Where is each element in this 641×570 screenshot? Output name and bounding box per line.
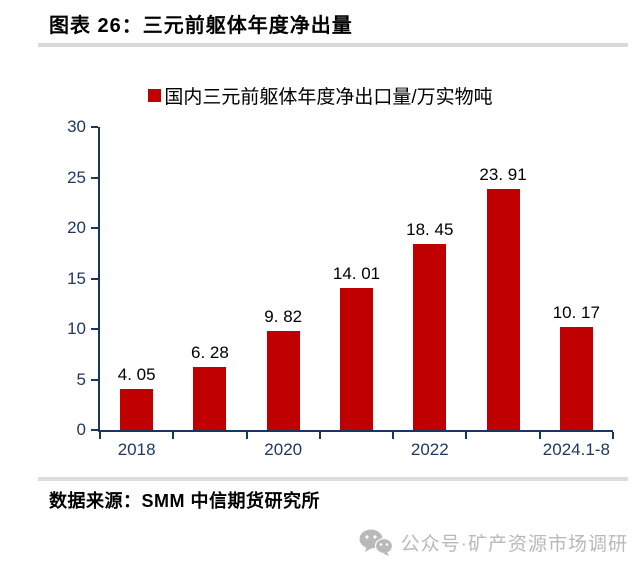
bar xyxy=(120,389,153,430)
x-tick xyxy=(172,432,175,439)
bar xyxy=(267,331,300,430)
bar-value-label: 23. 91 xyxy=(479,165,527,184)
bar xyxy=(193,367,226,430)
legend: 国内三元前躯体年度净出口量/万实物吨 xyxy=(0,82,641,109)
data-source-text: 数据来源：SMM 中信期货研究所 xyxy=(49,491,320,511)
wechat-icon xyxy=(359,529,393,556)
y-tick-label: 10 xyxy=(67,319,86,338)
y-tick xyxy=(91,429,98,431)
x-tick xyxy=(99,432,101,439)
bar-value-label: 14. 01 xyxy=(332,264,381,283)
bar xyxy=(560,327,593,430)
bar-value-label: 18. 45 xyxy=(406,220,454,239)
watermark-text: 公众号·矿产资源市场调研 xyxy=(400,533,628,555)
bar xyxy=(340,288,373,430)
y-tick-label: 25 xyxy=(67,167,86,187)
y-tick xyxy=(91,328,98,330)
y-tick xyxy=(91,227,98,229)
x-tick-label: 2024.1-8 xyxy=(542,440,610,459)
x-tick-label: 2020 xyxy=(264,440,303,459)
y-axis-line xyxy=(98,127,100,432)
bar-value-label: 6. 28 xyxy=(191,343,229,362)
y-tick-label: 20 xyxy=(67,218,86,237)
title-divider xyxy=(38,43,628,47)
legend-marker-square xyxy=(148,89,162,102)
y-tick-label: 30 xyxy=(67,117,86,136)
bar-value-label: 10. 17 xyxy=(552,303,600,322)
x-tick xyxy=(392,432,395,439)
watermark: 公众号·矿产资源市场调研 xyxy=(0,528,628,556)
x-tick-label: 2018 xyxy=(117,440,156,459)
x-tick-label: 2022 xyxy=(410,440,449,459)
bar-value-label: 4. 05 xyxy=(117,365,156,384)
y-tick xyxy=(91,277,98,280)
x-axis-line xyxy=(98,430,613,432)
x-tick xyxy=(465,432,468,439)
y-tick-label: 0 xyxy=(76,420,86,439)
page-title: 图表 26：三元前躯体年度净出量 xyxy=(49,15,353,37)
x-tick xyxy=(612,432,614,439)
bar-value-label: 9. 82 xyxy=(264,307,303,326)
legend-label: 国内三元前躯体年度净出口量/万实物吨 xyxy=(164,87,493,108)
bar xyxy=(413,244,446,430)
y-tick xyxy=(91,378,98,381)
x-tick xyxy=(538,432,541,439)
bar xyxy=(487,189,520,430)
x-tick xyxy=(245,432,248,439)
y-tick xyxy=(91,126,98,128)
footer-divider xyxy=(38,477,628,481)
y-tick-label: 15 xyxy=(67,268,86,288)
x-tick xyxy=(318,432,321,439)
y-tick xyxy=(91,176,98,179)
y-tick-label: 5 xyxy=(76,369,86,389)
